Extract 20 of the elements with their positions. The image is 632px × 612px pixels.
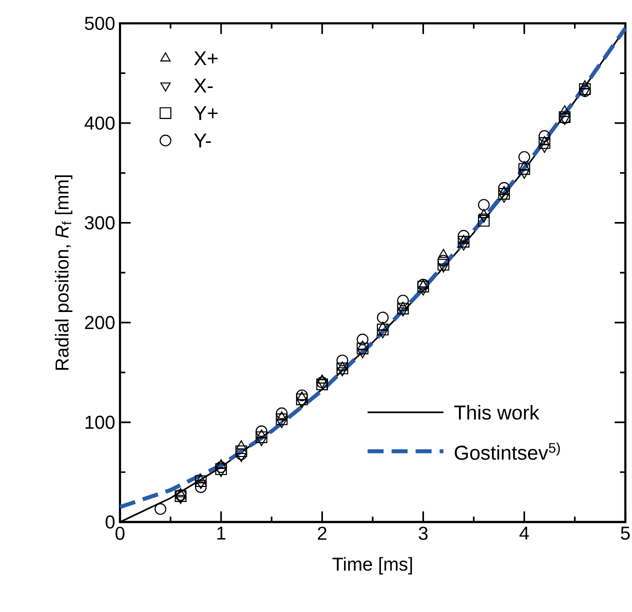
legend-label: Gostintsev$^{5)}$: [454, 442, 560, 460]
y-tick-label: 500: [84, 16, 115, 30]
x-axis-title: Time [ms]: [332, 557, 412, 574]
y-tick-label: 100: [86, 416, 115, 429]
y-tick-label: 300: [84, 216, 115, 230]
legend-label: Y+: [194, 106, 218, 120]
legend-label: Y-: [194, 134, 211, 148]
x-tick-label: 1: [217, 526, 226, 540]
y-tick-label: 0: [106, 515, 115, 529]
legend-label: X-: [194, 78, 213, 93]
x-tick-label: 3: [418, 526, 428, 540]
x-tick-label: 2: [318, 526, 326, 540]
y-tick-label: 200: [85, 316, 115, 330]
x-tick-label: 0: [116, 526, 124, 540]
legend-label: This work: [454, 404, 540, 420]
y-axis-title: Radial position, R$_{f}$ [mm]: [54, 175, 72, 370]
y-tick-label: 400: [84, 116, 115, 130]
legend-label: X+: [194, 51, 218, 66]
x-tick-label: 4: [519, 526, 529, 540]
x-tick-label: 5: [620, 526, 630, 540]
